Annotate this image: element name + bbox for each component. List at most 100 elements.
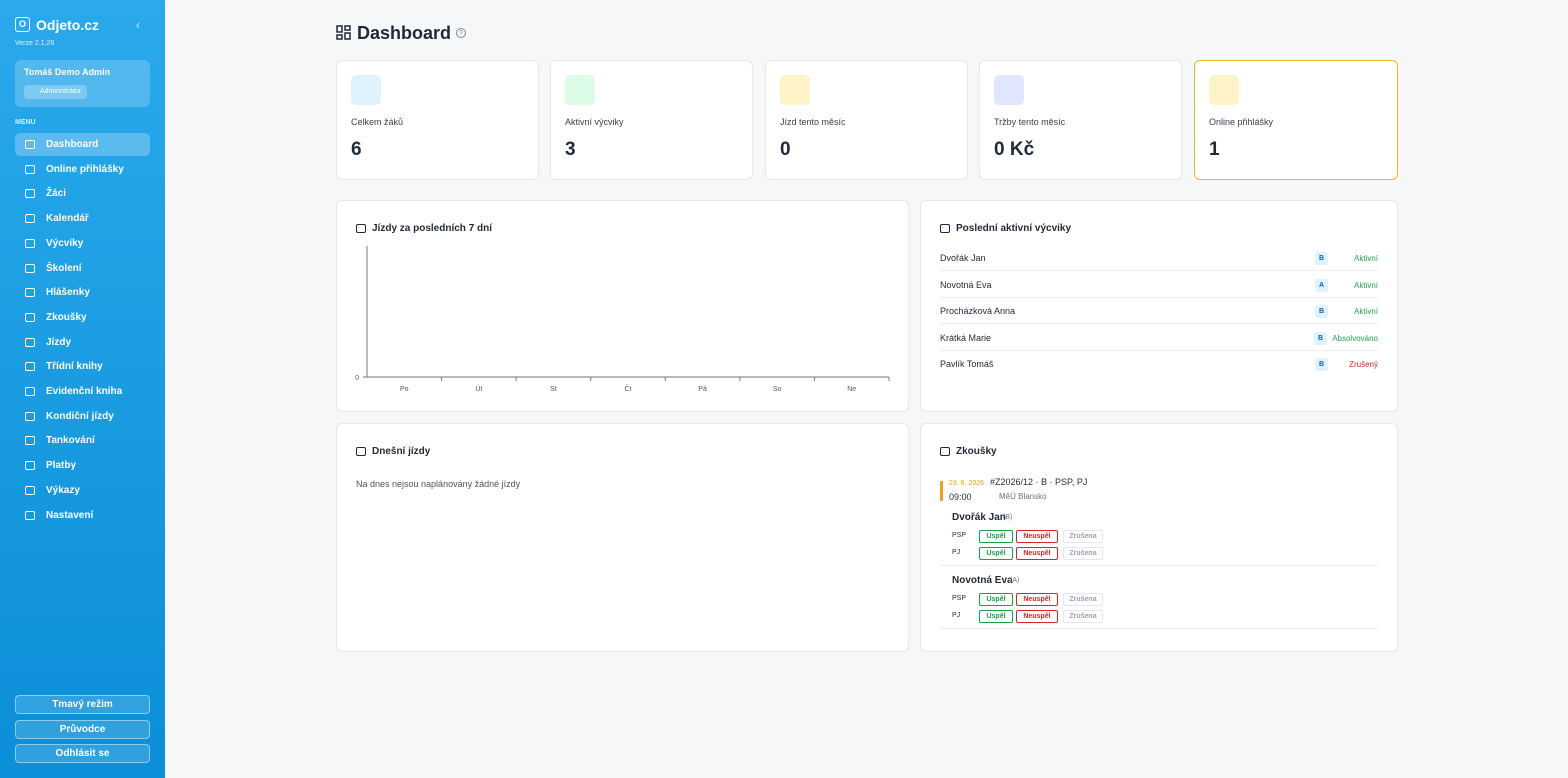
chart: 0 Po Út St Čt Pá So Ne [355, 246, 890, 393]
exams-card: Zkoušky 23. 6. 2026 09:00 #Z2026/12 · B · P… [920, 423, 1398, 652]
menu-icon [25, 461, 35, 471]
user-name: Tomáš Demo Admin [24, 67, 111, 77]
x-tick-label: Pá [698, 386, 707, 393]
course-category: B [1314, 305, 1328, 319]
menu-item[interactable]: Platby [15, 454, 150, 477]
course-category: A [1314, 278, 1328, 292]
today-card: Dnešní jízdy Na dnes nejsou naplánovány ž… [336, 423, 909, 652]
result-button[interactable]: Uspěl [979, 530, 1013, 543]
result-button[interactable]: Uspěl [979, 547, 1013, 560]
stat-value: 6 [351, 139, 362, 160]
x-tick-label: St [550, 386, 557, 393]
student-name: Dvořák Jan [952, 512, 1006, 523]
stat-label: Tržby tento měsíc [994, 117, 1066, 127]
exam-date: 23. 6. 2026 [949, 480, 985, 487]
course-name: Krátká Marie [940, 332, 992, 343]
course-category: B [1314, 358, 1328, 372]
menu-label: MENU [15, 119, 36, 126]
stat-card: Tržby tento měsíc 0 Kč [979, 60, 1182, 180]
card-icon [356, 224, 366, 233]
menu-item[interactable]: Výcviky [15, 232, 150, 255]
logo: O [15, 17, 30, 32]
x-tick-label: So [773, 386, 782, 393]
menu-icon [25, 510, 35, 520]
result-button[interactable]: Uspěl [979, 593, 1013, 606]
menu-item[interactable]: Třídní knihy [15, 355, 150, 378]
course-status: Absolvováno [1332, 333, 1378, 343]
help[interactable]: ? [456, 28, 466, 38]
menu-item[interactable]: Jízdy [15, 331, 150, 354]
card-title: Dnešní jízdy [372, 446, 431, 457]
menu-item[interactable]: Kondiční jízdy [15, 405, 150, 428]
exam-bar [940, 481, 943, 501]
menu-icon [25, 214, 35, 224]
result-button[interactable]: Zrušena [1063, 593, 1103, 606]
stat-card: Celkem žáků 6 [336, 60, 539, 180]
test-name: PSP [952, 532, 967, 539]
page-title: Dashboard [357, 23, 452, 43]
result-button[interactable]: Uspěl [979, 610, 1013, 623]
empty-text: Na dnes nejsou naplánovány žádné jízdy [356, 479, 521, 489]
stat-card: Aktivní výcviky 3 [550, 60, 753, 180]
course-status: Zrušený [1349, 360, 1378, 370]
stat-value: 3 [565, 139, 576, 160]
result-button[interactable]: Neuspěl [1016, 530, 1058, 543]
course-name: Procházková Anna [940, 306, 1016, 317]
menu-icon [25, 164, 35, 174]
menu-icon [25, 238, 35, 248]
menu-item[interactable]: Kalendář [15, 207, 150, 230]
menu-item[interactable]: Výkazy [15, 479, 150, 502]
result-button[interactable]: Zrušena [1063, 530, 1103, 543]
chart-card: Jízdy za posledních 7 dní 0 Po Út St Čt Pá So Ne [336, 200, 909, 412]
menu-icon [25, 411, 35, 421]
card-icon [940, 447, 950, 456]
student-category: (A) [1010, 577, 1020, 584]
course-category: B [1313, 331, 1327, 345]
collapse[interactable]: ‹ [136, 18, 140, 32]
menu-item[interactable]: Dashboard [15, 133, 150, 156]
stat-value: 1 [1209, 139, 1220, 160]
course-status: Aktivní [1353, 280, 1378, 290]
x-tick-label: Po [400, 386, 409, 393]
stat-icon [780, 75, 810, 105]
menu-icon [25, 337, 35, 347]
divider [940, 296, 1378, 298]
menu-item[interactable]: Nastavení [15, 504, 150, 527]
menu-item[interactable]: Zkoušky [15, 306, 150, 329]
menu-icon [25, 140, 35, 149]
divider [940, 349, 1378, 351]
course-name: Pavlík Tomáš [940, 359, 994, 370]
result-button[interactable]: Neuspěl [1016, 610, 1058, 623]
exam-place: MěÚ Blansko [999, 492, 1047, 501]
result-button[interactable]: Zrušena [1063, 547, 1103, 560]
stat-icon [351, 75, 381, 105]
result-button[interactable]: Neuspěl [1016, 547, 1058, 560]
card-icon [356, 447, 366, 456]
card-icon [940, 224, 950, 233]
dashboard-icon [336, 25, 351, 40]
sidebar-button[interactable]: Odhlásit se [15, 744, 150, 763]
test-name: PJ [952, 549, 961, 556]
sidebar-button[interactable]: Tmavý režim [15, 695, 150, 714]
menu-item[interactable]: Žáci [15, 182, 150, 205]
menu-item[interactable]: Online přihlášky [15, 158, 150, 181]
menu-icon [25, 189, 35, 199]
menu-item[interactable]: Evidenční kniha [15, 380, 150, 403]
menu-item[interactable]: Školení [15, 257, 150, 280]
card-title: Jízdy za posledních 7 dní [372, 223, 493, 234]
menu-item[interactable]: Tankování [15, 429, 150, 452]
menu-icon [25, 485, 35, 495]
sidebar-button[interactable]: Průvodce [15, 719, 150, 739]
result-button[interactable]: Zrušena [1063, 610, 1103, 623]
version: Verze 2.1.26 [15, 40, 55, 47]
stat-icon [565, 75, 595, 105]
x-tick-label: Čt [625, 384, 632, 393]
result-button[interactable]: Neuspěl [1016, 593, 1058, 606]
divider [940, 323, 1378, 325]
stat-label: Celkem žáků [351, 117, 404, 127]
menu-icon [25, 362, 35, 372]
y-tick-label: 0 [355, 375, 359, 382]
user-box: Tomáš Demo Admin Administrátor [15, 60, 150, 107]
menu-item[interactable]: Hlášenky [15, 281, 150, 304]
